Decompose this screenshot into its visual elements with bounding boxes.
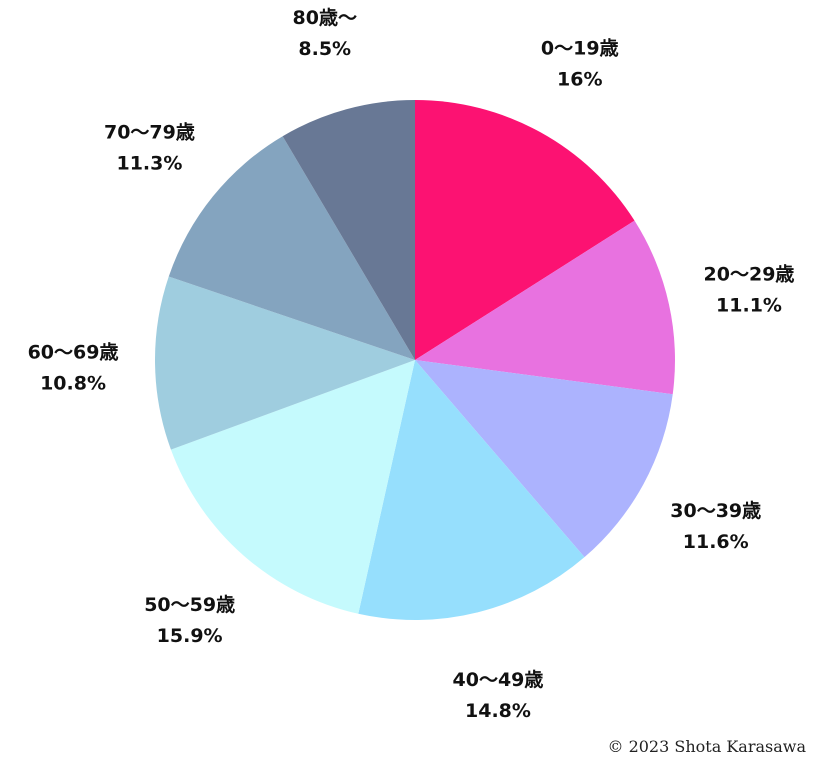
slice-category-label: 70〜79歳 [104,121,195,143]
slice-category-label: 80歳〜 [293,7,357,29]
pie-slice-3 [358,360,585,620]
slice-label-4: 50〜59歳 15.9% [144,594,235,647]
slice-category-label: 60〜69歳 [28,341,119,363]
slice-category-label: 50〜59歳 [144,594,235,616]
slice-percent-label: 11.1% [716,294,782,316]
slice-category-label: 30〜39歳 [670,500,761,522]
slice-percent-label: 11.6% [683,531,749,553]
slice-percent-label: 8.5% [298,38,351,60]
pie-slice-7 [282,100,415,360]
slice-percent-label: 11.3% [116,152,182,174]
slice-percent-label: 16% [557,68,602,90]
pie-slice-1 [415,220,676,395]
slice-category-label: 40〜49歳 [453,669,544,691]
pie-labels: 0〜19歳 16% 20〜29歳 11.1% 30〜39歳 11.6% 40〜49歳 14.8… [28,7,795,722]
slice-label-5: 60〜69歳 10.8% [28,341,119,394]
copyright-text: © 2023 Shota Karasawa [607,737,806,756]
slice-label-1: 20〜29歳 11.1% [704,263,795,316]
pie-slice-6 [168,136,415,360]
slice-category-label: 20〜29歳 [704,263,795,285]
slice-label-3: 40〜49歳 14.8% [453,669,544,722]
slice-label-6: 70〜79歳 11.3% [104,121,195,174]
pie-slice-0 [415,100,635,360]
pie-slice-4 [170,360,415,614]
slice-label-0: 0〜19歳 16% [541,37,619,90]
slice-label-2: 30〜39歳 11.6% [670,500,761,553]
pie-slice-5 [154,276,415,450]
pie-slices [154,100,676,620]
slice-category-label: 0〜19歳 [541,37,619,59]
slice-label-7: 80歳〜 8.5% [293,7,357,60]
slice-percent-label: 15.9% [157,625,223,647]
slice-percent-label: 10.8% [40,372,106,394]
slice-percent-label: 14.8% [465,700,531,722]
pie-slice-2 [415,360,673,558]
